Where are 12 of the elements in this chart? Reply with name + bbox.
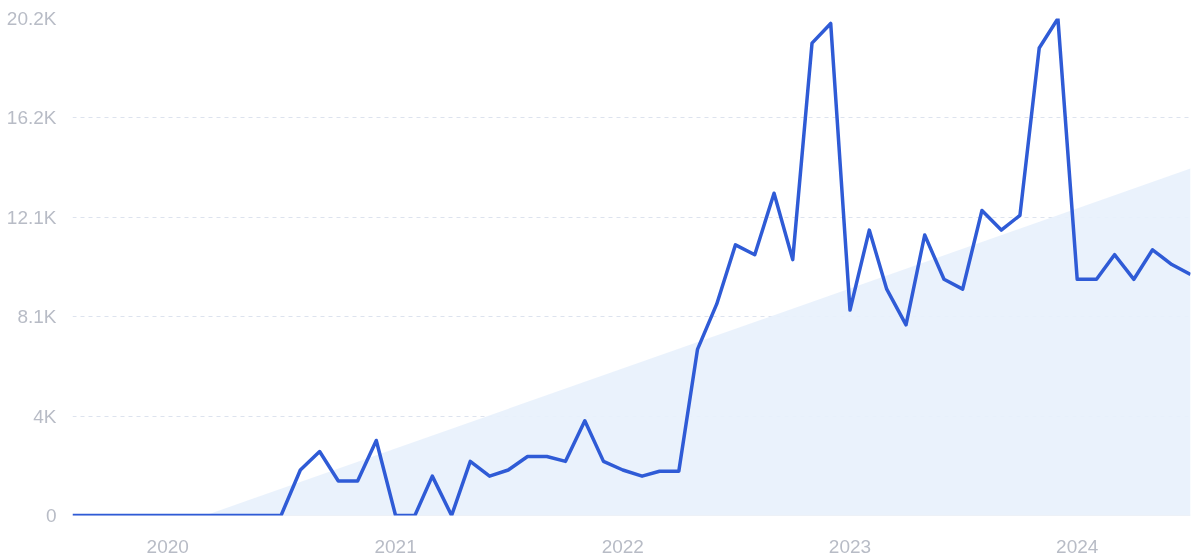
line-series: [72, 18, 1191, 516]
y-tick-label: 0: [45, 505, 57, 526]
y-tick-label: 16.2K: [6, 107, 57, 129]
y-tick-label: 20.2K: [6, 8, 57, 29]
x-tick-label: 2024: [1056, 535, 1099, 555]
x-tick-label: 2020: [146, 535, 189, 555]
y-tick-label: 4K: [33, 405, 57, 427]
x-tick-label: 2021: [374, 535, 417, 555]
x-tick-label: 2022: [601, 535, 644, 555]
y-tick-label: 8.1K: [17, 306, 57, 328]
x-tick-label: 2023: [828, 535, 872, 555]
y-tick-label: 12.1K: [6, 206, 57, 228]
